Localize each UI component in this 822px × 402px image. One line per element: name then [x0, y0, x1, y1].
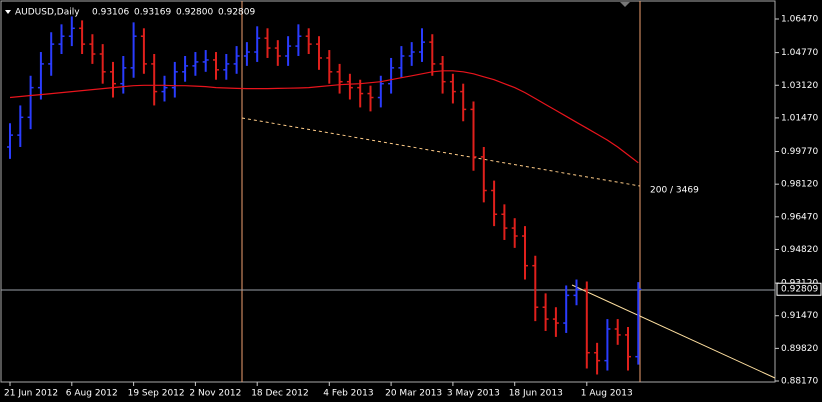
x-tick-label: 6 Aug 2012 [66, 389, 118, 399]
y-tick-label: 0.94820 [781, 245, 818, 255]
y-tick-label: 0.98120 [781, 180, 818, 190]
y-tick-label: 0.91470 [781, 311, 818, 321]
quote-open: 0.93106 [92, 8, 129, 18]
x-tick-label: 18 Jun 2013 [509, 389, 563, 399]
x-tick-label: 4 Feb 2013 [323, 389, 373, 399]
trend-line [571, 284, 776, 379]
x-tick-label: 19 Sep 2012 [128, 389, 185, 399]
x-tick-label: 2 Nov 2012 [189, 389, 241, 399]
price-label-box [776, 282, 822, 296]
y-tick-label: 0.96470 [781, 212, 818, 222]
quote-close: 0.92809 [218, 8, 255, 18]
y-tick-label: 0.89820 [781, 344, 818, 354]
trend-line [241, 117, 641, 187]
plot-frame [0, 0, 776, 383]
y-tick-label: 1.01470 [781, 113, 818, 123]
bars [7, 16, 642, 375]
menu-arrow [5, 10, 11, 14]
y-tick-label: 1.04770 [781, 48, 818, 58]
quote-low: 0.92800 [176, 8, 213, 18]
moving-average [9, 70, 639, 164]
shift-marker [620, 2, 630, 7]
y-tick-label: 0.88170 [781, 377, 818, 387]
x-tick-label: 21 Jun 2012 [4, 389, 58, 399]
x-tick-label: 20 Mar 2013 [385, 389, 442, 399]
x-tick-label: 3 May 2013 [447, 389, 500, 399]
x-tick-label: 1 Aug 2013 [581, 389, 633, 399]
symbol: AUDUSD,Daily [15, 8, 80, 18]
x-tick-label: 18 Dec 2012 [251, 389, 309, 399]
y-tick-label: 1.03120 [781, 81, 818, 91]
y-tick-label: 0.99770 [781, 147, 818, 157]
quote-high: 0.93169 [134, 8, 171, 18]
price-label: 0.92809 [781, 285, 818, 295]
y-tick-label: 1.06470 [781, 14, 818, 24]
annotation: 200 / 3469 [650, 186, 699, 196]
